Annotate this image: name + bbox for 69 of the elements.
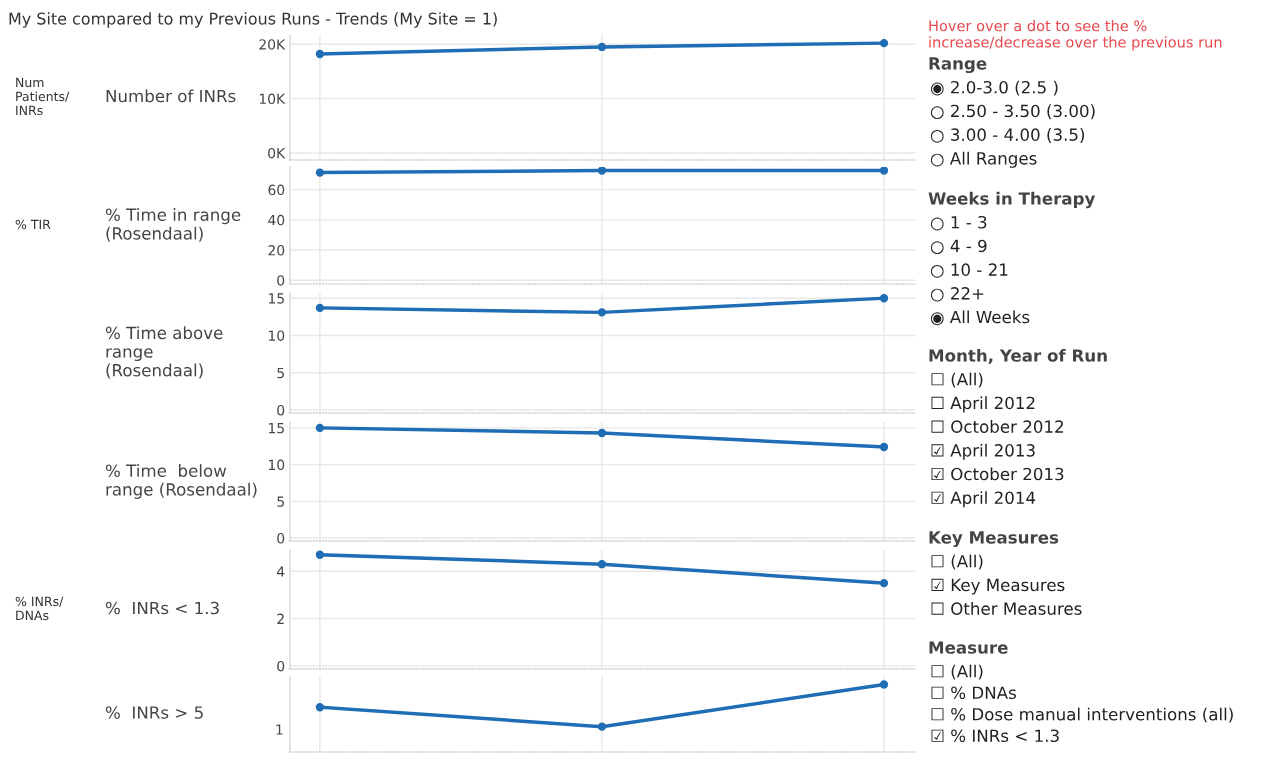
text: ◉ 2.0-3.0 (2.5 ) bbox=[930, 80, 1058, 96]
text: ○ All Ranges bbox=[930, 151, 1037, 168]
y-axis-title: % INRs > 5 bbox=[105, 706, 203, 719]
point bbox=[879, 294, 889, 303]
annotation: 1 bbox=[276, 724, 283, 735]
text: % INRs/ DNAs bbox=[15, 596, 64, 621]
y-axis-title: % Time below range (Rosendaal) bbox=[105, 464, 257, 499]
y-axis-title: % INRs < 1.3 bbox=[105, 601, 219, 615]
text: ◉ All Weeks bbox=[930, 310, 1030, 326]
y-tick-label: 15 bbox=[268, 293, 284, 304]
point bbox=[597, 42, 607, 52]
y-tick-label: 2 bbox=[277, 613, 284, 624]
text: ☑ % INRs < 1.3 bbox=[931, 729, 1059, 743]
y-tick-label: 60 bbox=[268, 184, 285, 196]
point bbox=[315, 49, 325, 59]
text: ☐ April 2012 bbox=[931, 396, 1035, 413]
y-axis-title: % Time in range (Rosendaal) bbox=[105, 208, 241, 242]
text: ○ 1 - 3 bbox=[930, 215, 987, 231]
point bbox=[879, 578, 889, 588]
y-axis-title: Number of INRs bbox=[106, 89, 236, 103]
text: ☑ Key Measures bbox=[931, 578, 1065, 595]
text: ☑ April 2013 bbox=[931, 443, 1035, 460]
y-tick-label: 0 bbox=[277, 404, 285, 416]
text: ○ 22+ bbox=[930, 287, 984, 302]
annotation: ☐ % Dose manual interventions (all) bbox=[931, 707, 1233, 723]
y-tick-label: 15 bbox=[268, 423, 284, 434]
point bbox=[597, 560, 607, 569]
text: ○ 10 - 21 bbox=[930, 263, 1008, 278]
y-tick-label: 10 bbox=[268, 459, 285, 471]
text: ☑ October 2013 bbox=[931, 467, 1064, 481]
y-tick-label: 40 bbox=[268, 214, 285, 226]
text: ☐ (All) bbox=[931, 372, 983, 388]
text: ☐ (All) bbox=[931, 554, 983, 570]
point bbox=[315, 423, 325, 433]
y-tick-label: 0K bbox=[268, 147, 286, 159]
text: Weeks in Therapy bbox=[928, 191, 1096, 209]
text: Measure bbox=[929, 641, 1008, 654]
point bbox=[879, 442, 889, 452]
text: ☑ April 2014 bbox=[931, 491, 1036, 508]
text: Range bbox=[929, 57, 987, 74]
text: ☐ Other Measures bbox=[931, 602, 1082, 615]
point bbox=[315, 550, 325, 559]
text: Key Measures bbox=[929, 531, 1059, 548]
text: Month, Year of Run bbox=[929, 348, 1107, 364]
text: Num Patients/ INRs bbox=[16, 77, 70, 116]
y-tick-label: 5 bbox=[277, 496, 284, 507]
y-tick-label: 0 bbox=[277, 660, 285, 672]
point bbox=[597, 308, 607, 317]
annotation: ☐ % DNAs bbox=[931, 686, 1016, 700]
text: ○ 3.00 - 4.00 (3.5) bbox=[930, 128, 1085, 143]
point bbox=[597, 428, 607, 438]
y-tick-label: 4 bbox=[276, 566, 285, 577]
text: ☐ October 2012 bbox=[931, 420, 1063, 433]
point bbox=[315, 303, 325, 313]
chart-title: My Site compared to my Previous Runs - Trends (My Site = 1) bbox=[9, 12, 497, 28]
text: ☐ (All) bbox=[931, 664, 983, 680]
y-tick-label: 20 bbox=[268, 245, 285, 256]
y-axis-title: % Time above range (Rosendaal) bbox=[105, 326, 223, 379]
y-tick-label: 0 bbox=[277, 533, 285, 544]
y-tick-label: 10K bbox=[259, 93, 286, 105]
y-tick-label: 5 bbox=[277, 367, 284, 379]
text: Hover over a dot to see the % increase/decrease over the previous run bbox=[929, 20, 1222, 51]
text: ○ 2.50 - 3.50 (3.00) bbox=[930, 104, 1095, 120]
text: ○ 4 - 9 bbox=[930, 239, 987, 255]
text: % TIR bbox=[15, 219, 51, 230]
y-tick-label: 0 bbox=[277, 275, 285, 286]
y-tick-label: 10 bbox=[268, 330, 285, 341]
point bbox=[879, 38, 889, 48]
y-tick-label: 20K bbox=[259, 39, 286, 50]
